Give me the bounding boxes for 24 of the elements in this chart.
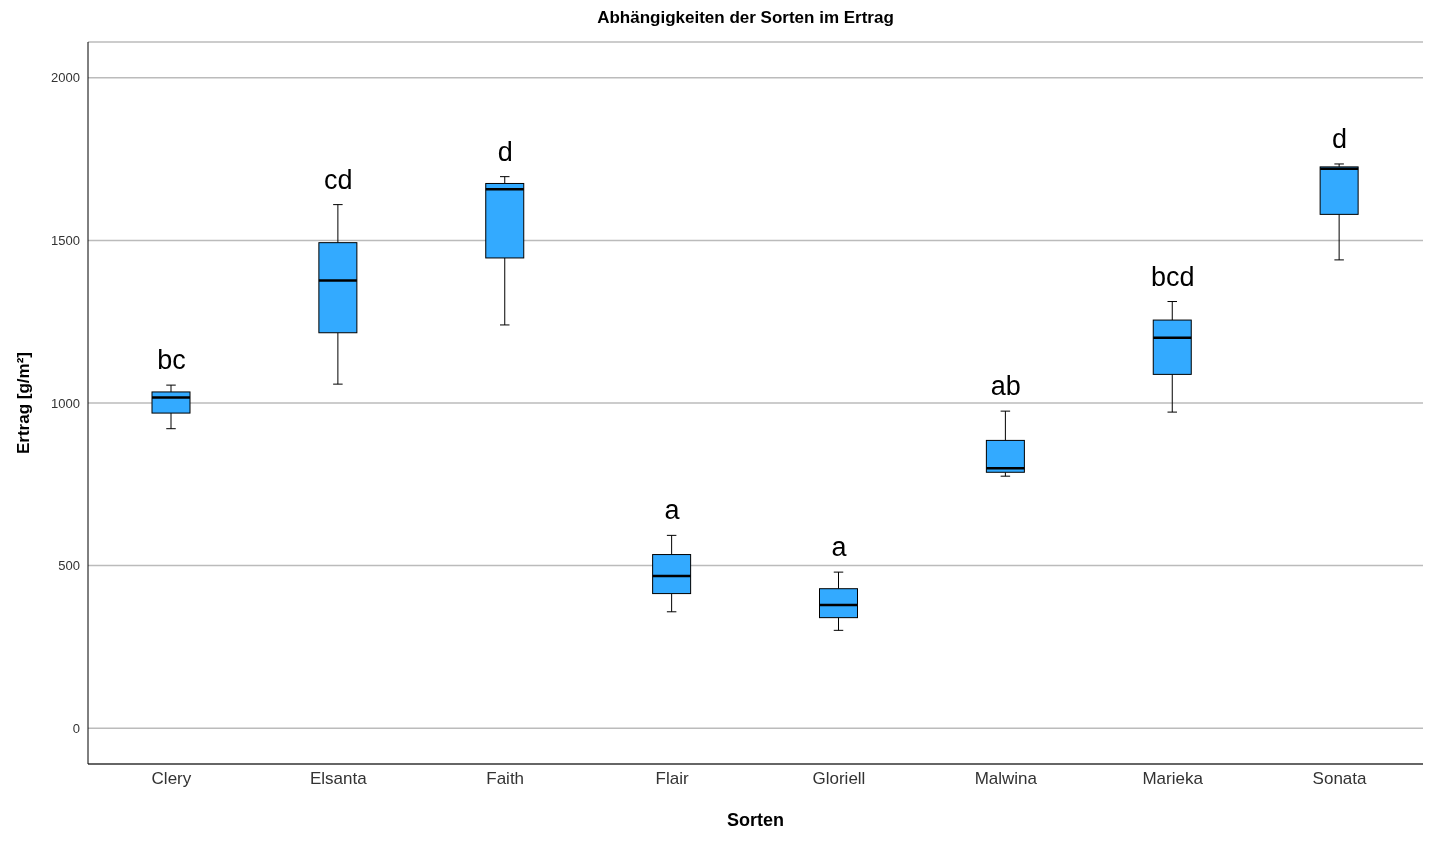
x-axis-title: Sorten [726, 810, 785, 830]
x-tick-label: Gloriell [812, 769, 866, 789]
chart-title: Abhängigkeiten der Sorten im Ertrag [596, 8, 895, 29]
annotation: d [497, 136, 513, 167]
y-tick-label: 500 [58, 558, 80, 574]
annotation: a [831, 532, 848, 563]
annotation: ab [990, 371, 1021, 402]
x-tick-label: Faith [486, 769, 525, 789]
y-tick-label: 2000 [51, 70, 80, 86]
x-tick-label: Marieka [1142, 769, 1204, 789]
annotation: d [1332, 123, 1348, 154]
y-axis-title: Ertrag [g/m²] [14, 352, 34, 454]
annotation: bcd [1150, 261, 1195, 292]
x-tick-label: Clery [151, 769, 192, 789]
annotation: a [664, 495, 681, 526]
x-tick-label: Sonata [1312, 769, 1368, 789]
annotation: bc [157, 345, 186, 376]
y-tick-label: 0 [72, 720, 80, 736]
x-tick-label: Elsanta [309, 769, 368, 789]
x-tick-label: Flair [655, 769, 689, 789]
y-tick-label: 1000 [51, 395, 80, 411]
annotation: cd [324, 164, 353, 195]
y-tick-label: 1500 [51, 233, 80, 248]
x-tick-label: Malwina [974, 769, 1038, 789]
